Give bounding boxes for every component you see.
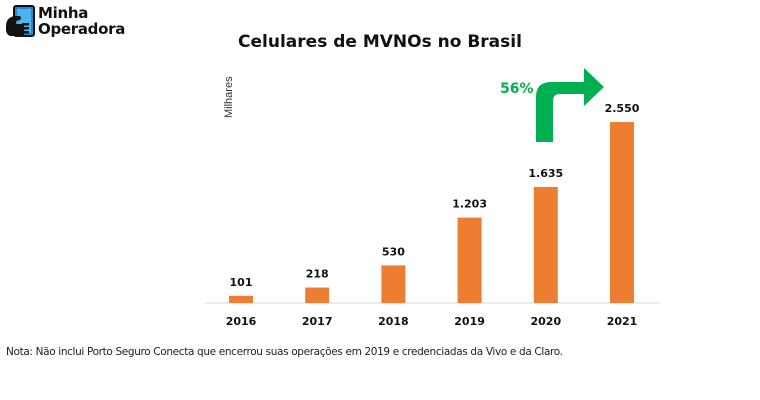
chart-title: Celulares de MVNOs no Brasil: [238, 32, 522, 52]
x-tick-2018: 2018: [378, 315, 409, 328]
x-tick-2016: 2016: [226, 315, 257, 328]
growth-annotation: 56%: [500, 68, 604, 142]
data-label-2018: 530: [382, 245, 405, 258]
x-tick-2019: 2019: [454, 315, 485, 328]
growth-arrow-icon: [536, 68, 604, 142]
bar-2017: [305, 287, 330, 303]
data-label-2020: 1.635: [528, 167, 563, 180]
data-label-2016: 101: [230, 276, 253, 289]
footnote: Nota: Não inclui Porto Seguro Conecta qu…: [6, 346, 563, 358]
bar-2018: [381, 265, 406, 303]
x-tick-2017: 2017: [302, 315, 333, 328]
x-tick-2021: 2021: [607, 315, 638, 328]
logo-text-line2: Operadora: [38, 20, 126, 38]
logo-text-line1: Minha: [38, 4, 89, 22]
y-axis-label: Milhares: [223, 76, 235, 118]
bar-2019: [457, 217, 482, 303]
data-label-2019: 1.203: [452, 198, 487, 211]
data-label-2021: 2.550: [605, 102, 640, 115]
bar-2016: [229, 295, 253, 303]
bars-group: 101 2016 218 2017 530 2018 1.203 2019 1.635 2020 2…: [226, 102, 640, 328]
logo: Minha Operadora: [4, 4, 134, 38]
data-label-2017: 218: [306, 268, 329, 281]
bar-2020: [533, 186, 558, 303]
growth-percentage: 56%: [500, 81, 534, 97]
bar-chart: Celulares de MVNOs no Brasil Milhares 10…: [205, 32, 660, 328]
x-tick-2020: 2020: [530, 315, 561, 328]
phone-hand-icon: [6, 5, 35, 37]
bar-2021: [610, 122, 634, 303]
